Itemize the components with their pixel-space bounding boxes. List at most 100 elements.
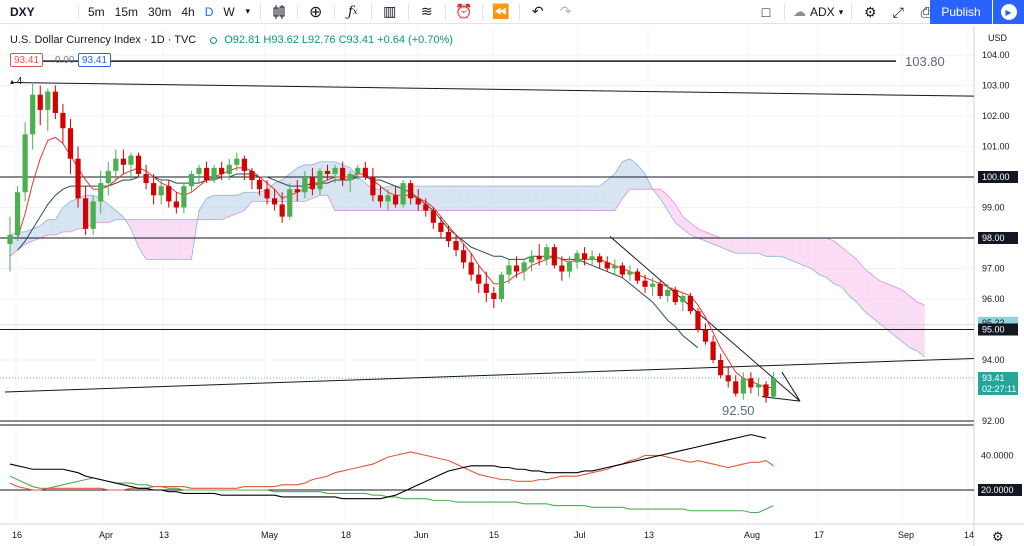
cloud-segment [614, 161, 623, 211]
candle [203, 161, 210, 184]
cloud-segment [516, 186, 525, 211]
price-tag-label: 95.22 [982, 318, 1005, 328]
candle [377, 186, 384, 208]
candle-body [506, 265, 512, 275]
candle-body [7, 234, 13, 245]
candle [249, 167, 255, 190]
candle-body [120, 158, 126, 165]
candle [536, 244, 542, 266]
candle-body [158, 186, 164, 196]
toolbar-divider [78, 3, 79, 20]
timeframe-5m[interactable]: 5m [88, 4, 105, 19]
candle-body [461, 250, 467, 263]
cloud-segment [690, 222, 698, 238]
candle [755, 378, 762, 397]
candle-body [385, 195, 391, 202]
time-tick-label: Apr [99, 530, 113, 540]
candle-body [60, 112, 66, 129]
price-tag: 93.41 [978, 371, 1018, 384]
candle [725, 366, 731, 388]
cloud-segment [463, 186, 472, 211]
candle-body [604, 262, 610, 269]
compare-plus-icon[interactable]: ⊕ [309, 3, 323, 21]
templates-icon[interactable]: ▥ [383, 3, 397, 19]
candle-body [702, 329, 709, 342]
time-tick-label: 16 [12, 530, 22, 540]
cloud-segment [100, 198, 109, 223]
trendline-wedge-tip [781, 371, 801, 402]
level-label: 92.50 [722, 403, 755, 418]
candle-body [143, 173, 149, 184]
candle-body [695, 311, 701, 330]
candle [45, 88, 51, 132]
timeframe-4h[interactable]: 4h [181, 4, 195, 19]
buy-price-box[interactable]: 93.41 [78, 53, 112, 67]
cloud-segment [856, 259, 865, 312]
sell-price-box[interactable]: 93.41 [10, 53, 44, 67]
candle [279, 192, 285, 223]
redo-icon[interactable]: ↷ [559, 3, 572, 19]
price-tag: 95.00 [978, 323, 1018, 336]
candle [173, 192, 179, 214]
toolbar-divider [296, 3, 298, 20]
chart-properties-icon[interactable]: ≋ [420, 3, 433, 19]
candle [634, 268, 641, 284]
cloud-segment [508, 186, 517, 211]
candle-body [67, 128, 74, 159]
candles-icon[interactable] [265, 0, 293, 24]
cloud-segment [675, 204, 683, 229]
time-tick-label: 13 [644, 530, 654, 540]
toolbar-right-group: □ ☁ ADX ▾ ⚙ ⤢ ⎙ [752, 0, 940, 24]
candle-body [173, 201, 179, 208]
candle [370, 167, 376, 202]
trendline-wedge-upper [609, 236, 801, 402]
candle-body [521, 262, 527, 272]
chevron-down-icon[interactable]: ▾ [245, 6, 250, 16]
time-axis[interactable]: 16 Apr 13 May 18 Jun 15 Jul 13 Aug 17 Sep 14 ⚙ [12, 530, 1004, 545]
candle-body [650, 283, 656, 287]
toolbar-divider [784, 4, 785, 20]
trendlines[interactable] [4, 81, 975, 402]
price-tick-label: 103.00 [982, 81, 1010, 91]
candle [75, 146, 81, 208]
layout-square-icon[interactable]: □ [761, 4, 771, 20]
ohlc-values: O92.81 H93.62 L92.76 C93.41 +0.64 (+0.70… [224, 34, 453, 46]
time-tick-label: Sep [898, 530, 914, 540]
timeframe-30m[interactable]: 30m [148, 4, 172, 19]
candle-body [392, 195, 399, 205]
replay-icon[interactable]: ⏪ [492, 3, 510, 19]
symbol-search[interactable]: DXY [10, 4, 35, 19]
candle-body [105, 170, 111, 184]
candle-body [408, 183, 414, 199]
gear-icon[interactable]: ⚙ [863, 3, 877, 20]
timeframe-w[interactable]: W [223, 4, 235, 19]
camera-icon[interactable]: ⎙ [920, 3, 932, 20]
cloud-segment [577, 186, 585, 211]
candle-body [128, 155, 134, 165]
play-button[interactable]: ▶ [993, 0, 1024, 24]
cloud-segment [433, 186, 441, 211]
cloud-segment [766, 238, 774, 257]
candle-body [294, 189, 300, 193]
osc-tick-label: 40.0000 [981, 450, 1014, 460]
candle-body [710, 341, 716, 360]
horizontal-levels[interactable] [0, 60, 974, 491]
undo-icon[interactable]: ↶ [531, 3, 544, 19]
price-tick-label: 101.00 [982, 142, 1010, 152]
timeframe-15m[interactable]: 15m [114, 4, 139, 19]
symbol-title[interactable]: U.S. Dollar Currency Index · 1D · TVC [10, 34, 197, 46]
publish-button[interactable]: Publish [930, 0, 992, 24]
trendline-upper [11, 81, 975, 97]
fullscreen-icon[interactable]: ⤢ [892, 3, 904, 20]
price-axis[interactable]: USD 104.00 103.00 102.00 101.00 99.00 97.00 96.… [978, 33, 1022, 496]
candle [453, 234, 459, 257]
study-count-toggle[interactable]: ▴ 4 [10, 76, 22, 87]
candle-body [491, 292, 497, 299]
candle-body [536, 256, 542, 260]
timeframe-d[interactable]: D [204, 4, 214, 19]
alert-clock-icon[interactable]: ⏰ [455, 3, 473, 19]
save-layout-button[interactable]: ☁ ADX ▾ [789, 0, 847, 24]
cloud-segment [796, 238, 804, 266]
